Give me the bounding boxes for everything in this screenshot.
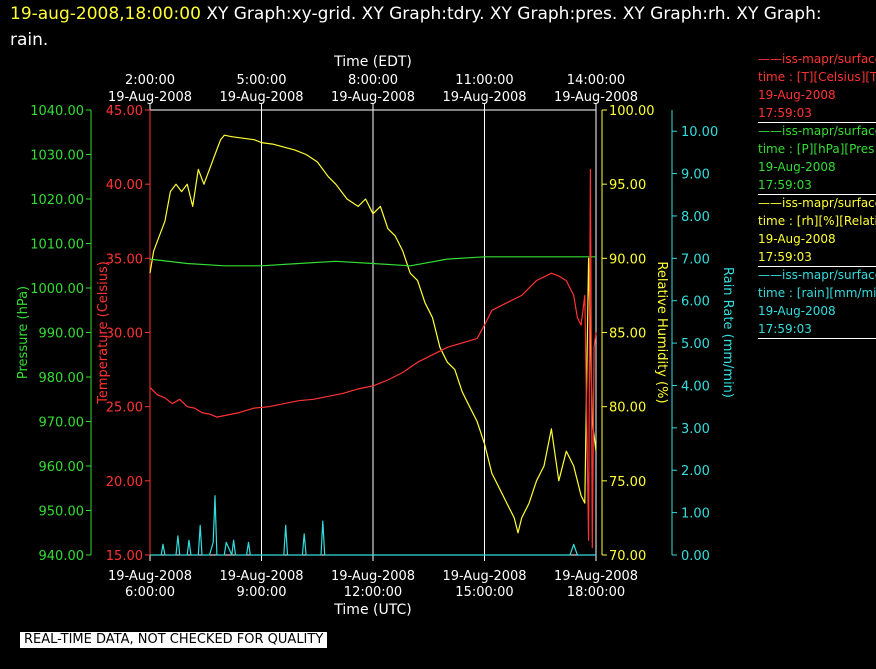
temp-axis-tick-label: 30.00 <box>106 327 143 342</box>
rain-axis-tick-label: 9.00 <box>681 168 710 183</box>
rain-axis-tick-label: 0.00 <box>681 549 710 564</box>
rain-axis-tick-label: 10.00 <box>681 125 718 140</box>
temp-series-line <box>149 168 597 549</box>
rh-axis-tick-label: 85.00 <box>609 327 646 342</box>
rh-axis-title: Relative Humidity (%) <box>654 261 669 403</box>
rh-axis-tick-label: 100.00 <box>609 104 655 119</box>
temp-axis-tick-label: 25.00 <box>106 401 143 416</box>
x-axis-title-top: Time (EDT) <box>333 54 412 70</box>
temp-axis-tick-label: 15.00 <box>106 549 143 564</box>
legend-entry-line2: time : [rh][%][Relati <box>758 214 876 228</box>
legend-entry-time: 17:59:03 <box>758 178 812 192</box>
x-tick-label-time: 12:00:00 <box>344 585 402 600</box>
legend-entry-date: 19-Aug-2008 <box>758 160 836 174</box>
pres-axis-title: Pressure (hPa) <box>16 286 31 379</box>
chart-header-line2: rain. <box>10 30 49 50</box>
legend-entry-line1: ——iss-mapr/surface <box>758 52 876 66</box>
legend-entry-date: 19-Aug-2008 <box>758 304 836 318</box>
pres-axis-tick-label: 1000.00 <box>30 282 84 297</box>
quality-disclaimer: REAL-TIME DATA, NOT CHECKED FOR QUALITY <box>20 632 328 648</box>
temp-axis-tick-label: 40.00 <box>106 178 143 193</box>
rh-axis-tick-label: 90.00 <box>609 252 646 267</box>
legend-entry-line1: ——iss-mapr/surface <box>758 124 876 138</box>
rain-axis-tick-label: 7.00 <box>681 252 710 267</box>
x-tick-label-date: 19-Aug-2008 <box>554 569 638 584</box>
rain-series-line <box>150 495 596 556</box>
legend-entry-line1: ——iss-mapr/surface <box>758 196 876 210</box>
pres-axis-tick-label: 1040.00 <box>30 104 84 119</box>
pres-axis-tick-label: 940.00 <box>39 549 85 564</box>
legend-entry-time: 17:59:03 <box>758 250 812 264</box>
rh-series-line <box>149 134 597 534</box>
pres-axis-tick-label: 980.00 <box>39 371 85 386</box>
legend-divider <box>758 194 876 195</box>
x-tick-label-top-time: 2:00:00 <box>125 73 175 88</box>
x-tick-label-top-date: 19-Aug-2008 <box>219 90 303 105</box>
legend-entry-time: 17:59:03 <box>758 106 812 120</box>
x-tick-label-top-date: 19-Aug-2008 <box>331 90 415 105</box>
x-tick-label-time: 9:00:00 <box>236 585 286 600</box>
rh-axis-tick-label: 75.00 <box>609 475 646 490</box>
rain-axis-tick-label: 1.00 <box>681 507 710 522</box>
x-tick-label-top-time: 8:00:00 <box>348 73 398 88</box>
rain-axis-tick-label: 8.00 <box>681 210 710 225</box>
x-tick-label-date: 19-Aug-2008 <box>442 569 526 584</box>
legend-entry-line1: ——iss-mapr/surface <box>758 268 876 282</box>
pres-series-line <box>149 256 596 267</box>
rain-axis-tick-label: 2.00 <box>681 464 710 479</box>
legend-divider <box>758 338 876 339</box>
legend-entry-line2: time : [rain][mm/mir <box>758 286 876 300</box>
x-tick-label-top-date: 19-Aug-2008 <box>554 90 638 105</box>
legend-divider <box>758 266 876 267</box>
temp-axis-title: Temperature (Celsius) <box>96 261 111 405</box>
x-tick-label-top-time: 11:00:00 <box>455 73 513 88</box>
x-tick-label-top-date: 19-Aug-2008 <box>108 90 192 105</box>
rain-axis-title: Rain Rate (mm/min) <box>720 267 735 398</box>
x-tick-label-top-date: 19-Aug-2008 <box>442 90 526 105</box>
legend-entry-line2: time : [P][hPa][Pres <box>758 142 875 156</box>
pres-axis-tick-label: 990.00 <box>39 327 85 342</box>
legend-entry-line2: time : [T][Celsius][T <box>758 70 876 84</box>
legend-entry: ——iss-mapr/surface time : [rain][mm/mir 19… <box>758 266 876 338</box>
x-tick-label-date: 19-Aug-2008 <box>331 569 415 584</box>
x-tick-label-top-time: 5:00:00 <box>236 73 286 88</box>
x-tick-label-date: 19-Aug-2008 <box>108 569 192 584</box>
header-graph-list: XY Graph:xy-grid. XY Graph:tdry. XY Grap… <box>206 4 822 24</box>
pres-axis-tick-label: 970.00 <box>39 416 85 431</box>
x-tick-label-time: 15:00:00 <box>455 585 513 600</box>
rain-axis-tick-label: 5.00 <box>681 337 710 352</box>
rain-axis-tick-label: 6.00 <box>681 295 710 310</box>
x-tick-label-time: 6:00:00 <box>125 585 175 600</box>
temp-axis-tick-label: 35.00 <box>106 252 143 267</box>
legend-divider <box>758 122 876 123</box>
pres-axis-tick-label: 950.00 <box>39 505 85 520</box>
x-tick-label-date: 19-Aug-2008 <box>219 569 303 584</box>
legend-entry: ——iss-mapr/surface time : [rh][%][Relati 1… <box>758 194 876 266</box>
rain-axis-tick-label: 3.00 <box>681 422 710 437</box>
x-axis-title-bottom: Time (UTC) <box>333 602 411 618</box>
pres-axis-tick-label: 1010.00 <box>30 238 84 253</box>
pres-axis-tick-label: 960.00 <box>39 460 85 475</box>
rh-axis-tick-label: 95.00 <box>609 178 646 193</box>
pres-axis-tick-label: 1030.00 <box>30 149 84 164</box>
temp-axis-tick-label: 45.00 <box>106 104 143 119</box>
legend-entry-date: 19-Aug-2008 <box>758 88 836 102</box>
legend-entry-time: 17:59:03 <box>758 322 812 336</box>
rh-axis-tick-label: 70.00 <box>609 549 646 564</box>
legend-entry: ——iss-mapr/surface time : [T][Celsius][T 1… <box>758 50 876 122</box>
header-timestamp: 19-aug-2008,18:00:00 <box>10 4 201 24</box>
pres-axis-tick-label: 1020.00 <box>30 193 84 208</box>
x-tick-label-time: 18:00:00 <box>567 585 625 600</box>
rain-axis-tick-label: 4.00 <box>681 379 710 394</box>
chart-header-line1: 19-aug-2008,18:00:00 XY Graph:xy-grid. X… <box>10 4 822 24</box>
legend-entry: ——iss-mapr/surface time : [P][hPa][Pres 19… <box>758 122 876 194</box>
rh-axis-tick-label: 80.00 <box>609 401 646 416</box>
x-tick-label-top-time: 14:00:00 <box>567 73 625 88</box>
temp-axis-tick-label: 20.00 <box>106 475 143 490</box>
legend-entry-date: 19-Aug-2008 <box>758 232 836 246</box>
